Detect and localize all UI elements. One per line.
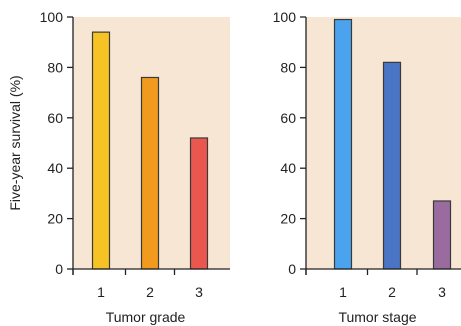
y-axis-ticks: 0 20 40 60 80 100 (273, 9, 306, 277)
y-tick-label: 0 (288, 261, 296, 277)
bar-2 (382, 61, 402, 270)
y-axis-title: Five-year survival (%) (7, 75, 23, 210)
bar-2 (140, 76, 160, 270)
y-tick-label: 0 (55, 261, 63, 277)
y-tick-label: 60 (47, 110, 63, 126)
y-tick-label: 100 (273, 9, 297, 25)
y-tick-label: 80 (47, 59, 63, 75)
y-tick-label: 20 (280, 211, 296, 227)
chart-panel-tumor-grade: 0 20 40 60 80 100 1 2 3 Tumor grade Five-year s… (7, 9, 230, 325)
y-tick-label: 100 (40, 9, 64, 25)
x-tick-label: 3 (438, 284, 446, 300)
bar-3 (432, 200, 452, 270)
bar-3 (189, 137, 209, 270)
bar-group (91, 31, 209, 270)
chart-panel-tumor-stage: 0 20 40 60 80 100 1 2 3 Tumor stage (273, 9, 461, 325)
x-axis-ticks: 1 2 3 (72, 269, 203, 300)
y-tick-label: 20 (47, 211, 63, 227)
bar-1 (333, 18, 353, 270)
x-tick-label: 3 (195, 284, 203, 300)
x-tick-label: 1 (97, 284, 105, 300)
bar-1 (91, 31, 111, 270)
x-axis-title: Tumor grade (106, 309, 186, 325)
x-axis-ticks: 1 2 3 (305, 269, 446, 300)
y-tick-label: 80 (280, 59, 296, 75)
x-axis-title: Tumor stage (338, 309, 416, 325)
x-tick-label: 1 (339, 284, 347, 300)
y-axis-ticks: 0 20 40 60 80 100 (40, 9, 73, 277)
y-tick-label: 40 (280, 160, 296, 176)
y-tick-label: 40 (47, 160, 63, 176)
y-tick-label: 60 (280, 110, 296, 126)
x-tick-label: 2 (388, 284, 396, 300)
x-tick-label: 2 (146, 284, 154, 300)
